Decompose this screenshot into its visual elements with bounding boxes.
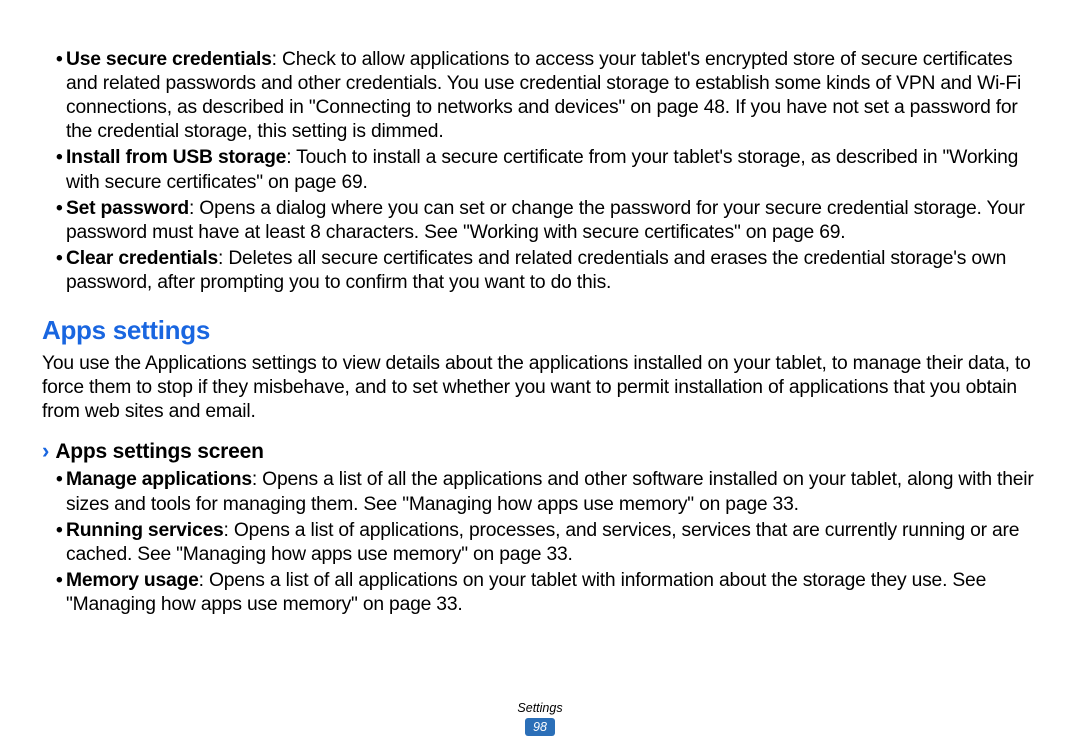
section-intro: You use the Applications settings to vie… <box>42 352 1038 424</box>
page-number-badge: 98 <box>525 718 555 736</box>
chevron-icon: › <box>42 440 49 462</box>
bullet-icon: • <box>56 569 66 617</box>
bullet-icon: • <box>56 146 66 194</box>
bullet-rest: : Opens a list of all applications on yo… <box>66 570 986 615</box>
bullet-term: Install from USB storage <box>66 147 286 168</box>
bullet-icon: • <box>56 519 66 567</box>
bullet-term: Clear credentials <box>66 248 218 269</box>
bullet-term: Memory usage <box>66 570 199 591</box>
bullet-icon: • <box>56 48 66 144</box>
bullet-icon: • <box>56 468 66 516</box>
bullet-text: Install from USB storage: Touch to insta… <box>66 146 1038 194</box>
bullet-text: Running services: Opens a list of applic… <box>66 519 1038 567</box>
list-item: • Running services: Opens a list of appl… <box>42 519 1038 567</box>
manual-page: • Use secure credentials: Check to allow… <box>0 0 1080 756</box>
bullet-term: Manage applications <box>66 469 252 490</box>
list-item: • Clear credentials: Deletes all secure … <box>42 247 1038 295</box>
bullet-text: Set password: Opens a dialog where you c… <box>66 197 1038 245</box>
section-heading: Apps settings <box>42 315 1038 346</box>
bullet-text: Clear credentials: Deletes all secure ce… <box>66 247 1038 295</box>
bullet-text: Manage applications: Opens a list of all… <box>66 468 1038 516</box>
list-item: • Install from USB storage: Touch to ins… <box>42 146 1038 194</box>
apps-bullet-list: • Manage applications: Opens a list of a… <box>42 468 1038 617</box>
footer-section-name: Settings <box>0 701 1080 715</box>
list-item: • Set password: Opens a dialog where you… <box>42 197 1038 245</box>
subsection-heading: › Apps settings screen <box>42 440 1038 464</box>
list-item: • Use secure credentials: Check to allow… <box>42 48 1038 144</box>
bullet-term: Running services <box>66 520 224 541</box>
bullet-term: Set password <box>66 198 189 219</box>
bullet-text: Memory usage: Opens a list of all applic… <box>66 569 1038 617</box>
credential-bullet-list: • Use secure credentials: Check to allow… <box>42 48 1038 295</box>
subsection-title: Apps settings screen <box>55 440 263 464</box>
bullet-rest: : Opens a dialog where you can set or ch… <box>66 198 1025 243</box>
bullet-icon: • <box>56 247 66 295</box>
bullet-text: Use secure credentials: Check to allow a… <box>66 48 1038 144</box>
list-item: • Memory usage: Opens a list of all appl… <box>42 569 1038 617</box>
bullet-term: Use secure credentials <box>66 49 272 70</box>
list-item: • Manage applications: Opens a list of a… <box>42 468 1038 516</box>
bullet-icon: • <box>56 197 66 245</box>
page-footer: Settings 98 <box>0 701 1080 736</box>
